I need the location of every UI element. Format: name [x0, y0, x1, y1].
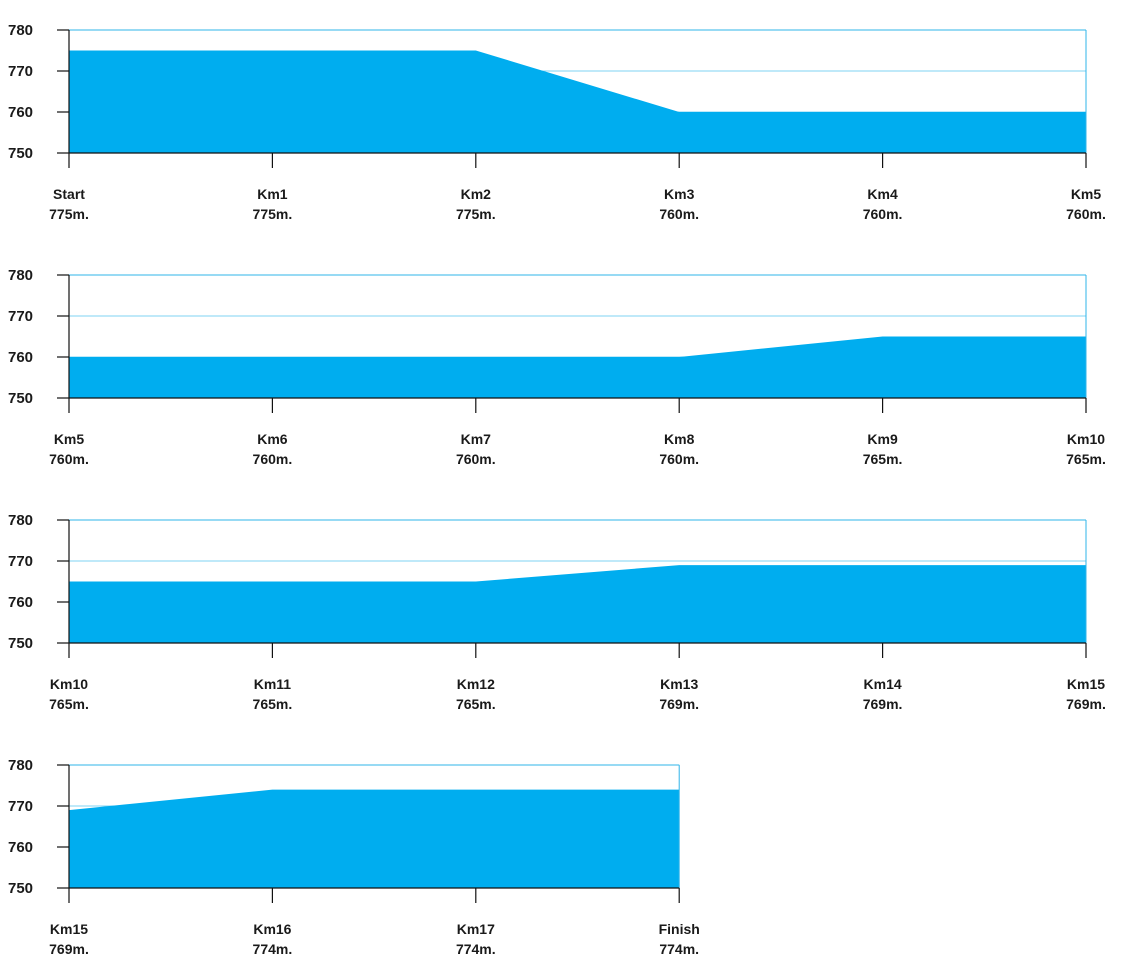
elevation-value-label: 760m.	[1066, 206, 1106, 222]
y-tick-label: 760	[8, 839, 33, 856]
x-tick-label: Km1	[257, 186, 288, 202]
y-tick-label: 770	[8, 308, 33, 325]
elevation-value-label: 769m.	[863, 696, 903, 712]
elevation-value-label: 760m.	[659, 206, 699, 222]
x-tick-label: Km11	[254, 676, 292, 692]
y-tick-label: 750	[8, 635, 33, 652]
elevation-value-label: 769m.	[1066, 696, 1106, 712]
elevation-area	[69, 789, 680, 888]
y-tick-label: 760	[8, 104, 33, 121]
x-tick-label: Km5	[1071, 186, 1102, 202]
x-tick-label: Km4	[867, 186, 898, 202]
x-tick-label: Km16	[253, 921, 291, 937]
x-tick-label: Km14	[864, 676, 902, 692]
x-tick-label: Km9	[867, 431, 898, 447]
x-tick-label: Start	[53, 186, 85, 202]
elevation-value-label: 769m.	[49, 941, 89, 957]
y-tick-label: 760	[8, 594, 33, 611]
y-tick-label: 780	[8, 22, 33, 39]
x-tick-label: Km3	[664, 186, 695, 202]
elevation-value-label: 760m.	[456, 451, 496, 467]
x-tick-label: Km15	[50, 921, 88, 937]
elevation-area	[69, 336, 1086, 398]
x-tick-label: Km12	[457, 676, 495, 692]
y-tick-label: 780	[8, 757, 33, 774]
chart-panel-3: 750 760 770 780 Km10 765m. Km11 765m. Km12 765m. K…	[8, 512, 1106, 712]
y-tick-label: 770	[8, 63, 33, 80]
elevation-value-label: 760m.	[863, 206, 903, 222]
x-tick-label: Km10	[1067, 431, 1105, 447]
elevation-value-label: 774m.	[253, 941, 293, 957]
elevation-value-label: 765m.	[863, 451, 903, 467]
elevation-value-label: 774m.	[659, 941, 699, 957]
x-tick-label: Km2	[461, 186, 492, 202]
y-tick-label: 750	[8, 390, 33, 407]
x-tick-label: Km15	[1067, 676, 1105, 692]
elevation-value-label: 775m.	[253, 206, 293, 222]
y-tick-label: 780	[8, 267, 33, 284]
elevation-value-label: 760m.	[49, 451, 89, 467]
y-tick-label: 750	[8, 145, 33, 162]
elevation-value-label: 774m.	[456, 941, 496, 957]
elevation-value-label: 775m.	[49, 206, 89, 222]
x-tick-label: Km5	[54, 431, 85, 447]
elevation-value-label: 765m.	[49, 696, 89, 712]
elevation-value-label: 760m.	[659, 451, 699, 467]
chart-panel-4: 750 760 770 780 Km15 769m. Km16 774m. Km17 774m. F…	[8, 757, 700, 957]
x-tick-label: Km7	[461, 431, 492, 447]
chart-panel-1: 750 760 770 780 Start 775m. Km1 775m. Km2 775m. Km…	[8, 22, 1106, 222]
x-tick-label: Km13	[660, 676, 698, 692]
x-tick-label: Km6	[257, 431, 288, 447]
x-tick-label: Km10	[50, 676, 88, 692]
y-tick-label: 770	[8, 553, 33, 570]
elevation-value-label: 760m.	[253, 451, 293, 467]
y-tick-label: 780	[8, 512, 33, 529]
chart-panel-2: 750 760 770 780 Km5 760m. Km6 760m. Km7 760m. Km8 7…	[8, 267, 1106, 467]
elevation-value-label: 765m.	[1066, 451, 1106, 467]
elevation-area	[69, 565, 1086, 643]
y-tick-label: 770	[8, 798, 33, 815]
x-tick-label: Finish	[659, 921, 700, 937]
y-tick-label: 760	[8, 349, 33, 366]
x-tick-label: Km17	[457, 921, 495, 937]
elevation-value-label: 765m.	[456, 696, 496, 712]
x-tick-label: Km8	[664, 431, 695, 447]
y-tick-label: 750	[8, 880, 33, 897]
elevation-area	[69, 50, 1086, 153]
elevation-value-label: 765m.	[253, 696, 293, 712]
elevation-value-label: 769m.	[659, 696, 699, 712]
elevation-value-label: 775m.	[456, 206, 496, 222]
